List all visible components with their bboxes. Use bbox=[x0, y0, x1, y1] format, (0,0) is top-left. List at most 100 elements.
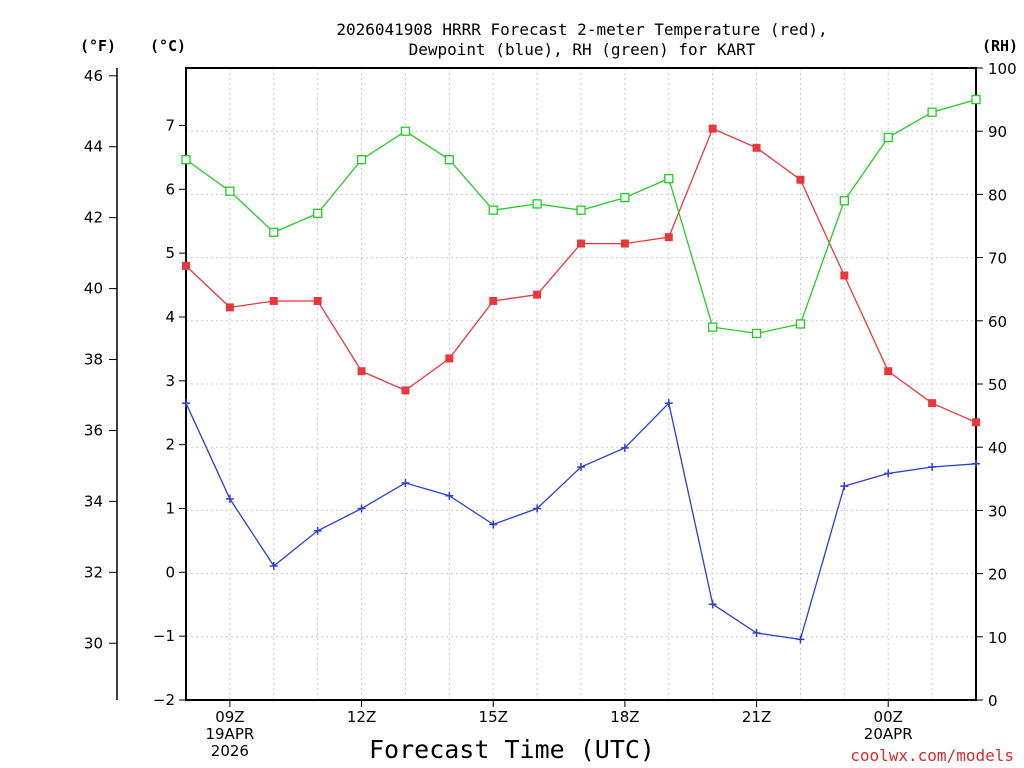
fahrenheit-tick-label: 44 bbox=[84, 138, 103, 156]
rh-tick-label: 100 bbox=[988, 60, 1017, 78]
x-tick-label: 20APR bbox=[864, 725, 913, 743]
dewpoint-point bbox=[182, 399, 190, 408]
fahrenheit-tick-label: 42 bbox=[84, 209, 103, 227]
temperature-point bbox=[533, 290, 542, 299]
dewpoint-point bbox=[708, 600, 717, 609]
rh-point bbox=[795, 319, 806, 329]
rh-point bbox=[488, 205, 498, 215]
celsius-unit-label: (°C) bbox=[150, 37, 186, 55]
temperature-point bbox=[708, 124, 717, 133]
rh-point bbox=[708, 322, 718, 332]
temperature-point bbox=[796, 175, 805, 184]
fahrenheit-unit-label: (°F) bbox=[80, 37, 116, 55]
celsius-tick-label: −1 bbox=[153, 627, 175, 645]
dewpoint-point bbox=[357, 504, 366, 513]
rh-tick-label: 60 bbox=[988, 313, 1007, 331]
rh-tick-label: 30 bbox=[988, 502, 1007, 520]
rh-tick-label: 40 bbox=[988, 439, 1007, 457]
temperature-point bbox=[840, 271, 849, 280]
fahrenheit-tick-label: 30 bbox=[84, 634, 103, 652]
rh-tick-label: 70 bbox=[988, 250, 1007, 268]
temperature-point bbox=[182, 261, 190, 270]
fahrenheit-tick-label: 40 bbox=[84, 280, 103, 298]
temperature-point bbox=[577, 239, 585, 248]
dewpoint-point bbox=[577, 462, 585, 471]
rh-point bbox=[971, 94, 981, 105]
dewpoint-point bbox=[225, 494, 234, 503]
rh-tick-label: 80 bbox=[988, 186, 1007, 204]
celsius-tick-label: 0 bbox=[165, 563, 175, 581]
dewpoint-point bbox=[928, 462, 937, 471]
celsius-tick-label: 2 bbox=[165, 436, 175, 454]
temperature-point bbox=[225, 303, 234, 312]
temperature-point bbox=[928, 399, 937, 408]
temperature-point bbox=[401, 386, 410, 395]
fahrenheit-tick-label: 36 bbox=[84, 421, 103, 439]
x-tick-label: 15Z bbox=[479, 708, 508, 726]
temperature-point bbox=[884, 367, 893, 376]
x-tick-label: 18Z bbox=[610, 708, 639, 726]
temperature-point bbox=[620, 239, 629, 248]
celsius-tick-label: −2 bbox=[153, 691, 175, 709]
rh-point bbox=[356, 154, 367, 165]
temperature-point bbox=[269, 297, 278, 306]
celsius-tick-label: 4 bbox=[165, 308, 175, 326]
fahrenheit-tick-label: 46 bbox=[84, 67, 103, 85]
temperature-point bbox=[313, 297, 322, 306]
dewpoint-point bbox=[445, 491, 454, 500]
x-tick-label: 00Z bbox=[874, 708, 903, 726]
fahrenheit-tick-label: 32 bbox=[84, 563, 103, 581]
rh-point bbox=[883, 132, 893, 143]
x-tick-label: 09Z bbox=[215, 708, 244, 726]
chart-title-line1: 2026041908 HRRR Forecast 2-meter Tempera… bbox=[336, 20, 827, 39]
rh-point bbox=[927, 107, 937, 117]
celsius-tick-label: 7 bbox=[165, 116, 175, 134]
dewpoint-point bbox=[752, 628, 761, 637]
rh-unit-label: (RH) bbox=[982, 37, 1018, 55]
temperature-point bbox=[972, 418, 980, 427]
temperature-point bbox=[664, 233, 673, 242]
rh-tick-label: 0 bbox=[988, 692, 998, 710]
celsius-tick-label: 5 bbox=[165, 244, 175, 262]
fahrenheit-tick-label: 38 bbox=[84, 351, 103, 369]
rh-point bbox=[532, 199, 542, 209]
rh-point bbox=[181, 154, 191, 165]
x-tick-label: 2026 bbox=[211, 742, 249, 760]
series-group bbox=[181, 94, 981, 644]
rh-point bbox=[400, 126, 411, 136]
rh-point bbox=[839, 196, 849, 206]
x-tick-label: 19APR bbox=[205, 725, 254, 743]
rh-point bbox=[313, 208, 323, 219]
dewpoint-point bbox=[664, 399, 673, 408]
rh-point bbox=[664, 173, 674, 184]
temperature-point bbox=[357, 367, 366, 376]
rh-tick-label: 10 bbox=[988, 629, 1007, 647]
fahrenheit-tick-label: 34 bbox=[84, 492, 103, 510]
dewpoint-point bbox=[269, 561, 278, 570]
dewpoint-point bbox=[620, 443, 629, 452]
x-tick-label: 21Z bbox=[742, 708, 771, 726]
rh-tick-label: 90 bbox=[988, 123, 1007, 141]
temperature-point bbox=[489, 297, 498, 306]
credit-text: coolwx.com/models bbox=[850, 746, 1014, 765]
temperature-point bbox=[445, 354, 454, 363]
rh-point bbox=[444, 154, 454, 165]
x-tick-label: 12Z bbox=[347, 708, 376, 726]
dewpoint-point bbox=[796, 635, 805, 644]
chart-title-line2: Dewpoint (blue), RH (green) for KART bbox=[409, 40, 756, 59]
x-axis-label: Forecast Time (UTC) bbox=[369, 735, 655, 764]
rh-point bbox=[620, 192, 630, 203]
rh-point bbox=[269, 227, 279, 237]
dewpoint-point bbox=[489, 520, 498, 529]
celsius-tick-label: 3 bbox=[165, 372, 175, 390]
dewpoint-point bbox=[401, 478, 410, 487]
rh-tick-label: 20 bbox=[988, 566, 1007, 584]
celsius-tick-label: 1 bbox=[165, 499, 175, 517]
rh-point bbox=[576, 205, 586, 215]
dewpoint-point bbox=[840, 482, 849, 491]
gridlines bbox=[186, 68, 976, 700]
rh-point bbox=[225, 186, 235, 196]
dewpoint-point bbox=[884, 469, 893, 478]
rh-point bbox=[751, 328, 762, 339]
